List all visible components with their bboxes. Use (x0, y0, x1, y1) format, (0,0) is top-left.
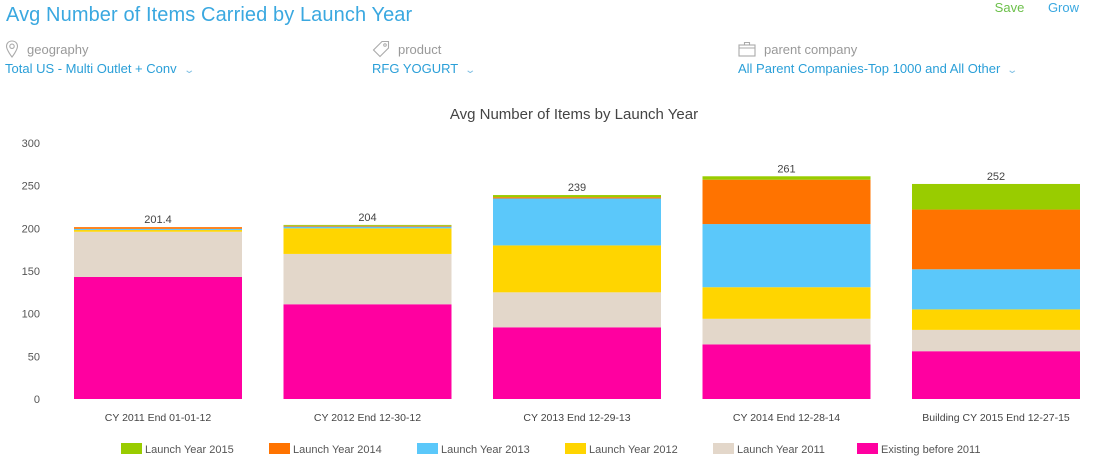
legend-swatch (857, 443, 878, 454)
bar-segment[interactable] (283, 224, 452, 226)
bar-segment[interactable] (74, 231, 242, 277)
bar-segment[interactable] (702, 287, 871, 319)
bar-segment[interactable] (702, 318, 871, 345)
legend-swatch (121, 443, 142, 454)
filter-label-parent-company: parent company (764, 41, 858, 57)
x-tick-label: CY 2013 End 12-29-13 (523, 412, 630, 424)
geography-dropdown[interactable]: Total US - Multi Outlet + Conv ⌄ (5, 61, 195, 76)
legend-item[interactable]: Launch Year 2015 (121, 443, 234, 456)
bar-segment[interactable] (912, 209, 1080, 270)
bar-stack (912, 183, 1080, 399)
bar-segment[interactable] (912, 351, 1080, 399)
grow-button[interactable]: Grow (1047, 0, 1079, 15)
y-tick-label: 0 (34, 394, 40, 406)
legend-swatch (713, 443, 734, 454)
tag-icon (372, 40, 390, 58)
bar-stack (702, 176, 871, 399)
bar-segment[interactable] (912, 329, 1080, 352)
bar-segment[interactable] (702, 176, 871, 180)
bar-segment[interactable] (283, 225, 452, 227)
legend-swatch (269, 443, 290, 454)
y-tick-label: 100 (22, 309, 40, 321)
bar-segment[interactable] (702, 344, 871, 399)
bar-total-label: 201.4 (144, 214, 172, 226)
bar-segment[interactable] (283, 304, 452, 399)
bar-segment[interactable] (283, 226, 452, 229)
legend-item[interactable]: Existing before 2011 (857, 443, 980, 456)
bar-segment[interactable] (493, 327, 661, 399)
x-tick-label: CY 2014 End 12-28-14 (733, 412, 840, 424)
legend: Launch Year 2015 Launch Year 2014 Launch Y… (121, 443, 980, 456)
bar-segment[interactable] (702, 224, 871, 288)
bar-segment[interactable] (493, 245, 661, 293)
legend-item[interactable]: Launch Year 2014 (269, 443, 382, 456)
chart-title: Avg Number of Items by Launch Year (450, 106, 698, 123)
legend-item[interactable]: Launch Year 2012 (565, 443, 678, 456)
y-tick-label: 150 (22, 266, 40, 278)
bar-stack (74, 227, 242, 399)
legend-label: Launch Year 2013 (441, 444, 530, 456)
x-tick-label: CY 2011 End 01-01-12 (105, 412, 212, 424)
bar-total-label: 204 (358, 212, 376, 224)
filter-geography: geography Total US - Multi Outlet + Conv… (5, 40, 195, 76)
bar-segment[interactable] (74, 227, 242, 229)
bar-total-label: 239 (568, 182, 586, 194)
legend-item[interactable]: Launch Year 2011 (713, 443, 825, 456)
chevron-down-icon: ⌄ (182, 65, 195, 76)
top-actions: Save Grow (975, 0, 1079, 15)
geography-value: Total US - Multi Outlet + Conv (5, 61, 177, 76)
bar-segment[interactable] (493, 197, 661, 199)
map-pin-icon (5, 40, 19, 58)
bar-segment[interactable] (74, 276, 242, 399)
chevron-down-icon: ⌄ (1006, 65, 1019, 76)
legend-item[interactable]: Launch Year 2013 (417, 443, 530, 456)
legend-label: Launch Year 2015 (145, 444, 234, 456)
product-dropdown[interactable]: RFG YOGURT ⌄ (372, 61, 477, 76)
bars: 201.4 204 239 261 252 (74, 163, 1080, 399)
bar-stack (493, 195, 661, 399)
parent-company-value: All Parent Companies-Top 1000 and All Ot… (738, 61, 1001, 76)
parent-company-dropdown[interactable]: All Parent Companies-Top 1000 and All Ot… (738, 61, 1019, 76)
legend-label: Launch Year 2014 (293, 444, 382, 456)
bar-segment[interactable] (912, 309, 1080, 330)
bar-segment[interactable] (912, 269, 1080, 310)
y-tick-label: 50 (28, 351, 40, 363)
bar-segment[interactable] (74, 228, 242, 231)
bar-segment[interactable] (283, 253, 452, 305)
y-tick-label: 300 (22, 138, 40, 150)
bar-segment[interactable] (493, 292, 661, 328)
bar-total-label: 252 (987, 171, 1005, 183)
bar-segment[interactable] (702, 179, 871, 225)
product-value: RFG YOGURT (372, 61, 459, 76)
page-title: Avg Number of Items Carried by Launch Ye… (6, 4, 413, 26)
save-button[interactable]: Save (994, 0, 1025, 15)
bar-segment[interactable] (912, 183, 1080, 210)
chevron-down-icon: ⌄ (464, 65, 477, 76)
y-tick-label: 200 (22, 223, 40, 235)
briefcase-icon (738, 41, 756, 57)
filter-label-geography: geography (27, 41, 89, 57)
filter-label-product: product (398, 41, 442, 57)
bar-segment[interactable] (74, 230, 242, 232)
bar-segment[interactable] (283, 228, 452, 254)
legend-swatch (565, 443, 586, 454)
bar-stack (283, 224, 452, 399)
bar-segment[interactable] (493, 195, 661, 198)
x-axis: CY 2011 End 01-01-12 CY 2012 End 12-30-12… (105, 412, 1070, 424)
legend-swatch (417, 443, 438, 454)
bar-total-label: 261 (777, 163, 795, 175)
filter-product: product RFG YOGURT ⌄ (372, 40, 477, 76)
y-tick-label: 250 (22, 181, 40, 193)
y-axis: 0 50 100 150 200 250 300 (22, 138, 40, 406)
bar-segment[interactable] (493, 198, 661, 246)
filter-parent-company: parent company All Parent Companies-Top … (738, 40, 1019, 77)
legend-label: Existing before 2011 (881, 444, 980, 456)
legend-label: Launch Year 2011 (737, 444, 825, 456)
legend-label: Launch Year 2012 (589, 444, 678, 456)
x-tick-label: Building CY 2015 End 12-27-15 (922, 412, 1070, 424)
x-tick-label: CY 2012 End 12-30-12 (314, 412, 421, 424)
